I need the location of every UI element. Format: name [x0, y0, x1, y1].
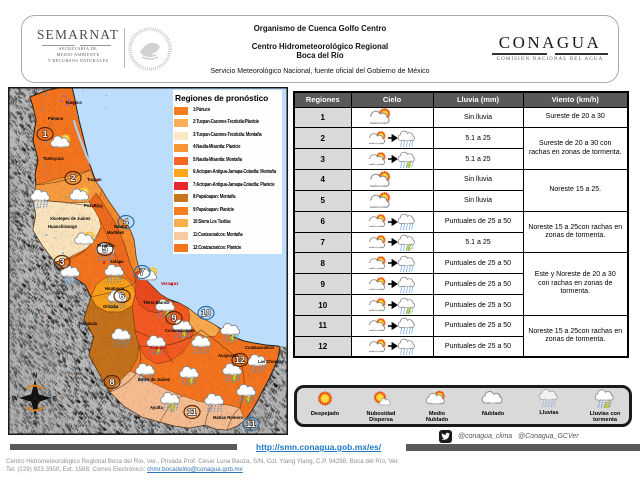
svg-text:Cosamaloapan: Cosamaloapan: [165, 328, 195, 333]
svg-text:Tuxtepec: Tuxtepec: [149, 345, 168, 350]
svg-text:Tantoyuca: Tantoyuca: [43, 156, 64, 161]
svg-text:Teziutlán: Teziutlán: [97, 243, 115, 248]
svg-text:1: 1: [42, 129, 47, 139]
svg-text:Ayutla: Ayutla: [150, 405, 163, 410]
svg-text:9: 9: [171, 313, 176, 323]
svg-text:S: S: [33, 419, 37, 426]
svg-text:6: 6: [119, 291, 124, 301]
svg-text:Belén de Juárez: Belén de Juárez: [138, 377, 170, 382]
svg-text:7: 7: [139, 267, 144, 277]
svg-text:2: 2: [70, 173, 75, 183]
svg-text:Xalapa: Xalapa: [110, 259, 124, 264]
svg-text:Huauchinango: Huauchinango: [48, 224, 78, 229]
svg-text:Martínez: Martínez: [107, 230, 124, 235]
svg-text:E: E: [53, 396, 57, 403]
svg-text:Tierra Blanca: Tierra Blanca: [143, 300, 170, 305]
svg-text:Acayucan: Acayucan: [218, 353, 238, 358]
svg-text:8: 8: [109, 377, 114, 387]
svg-text:11: 11: [246, 419, 256, 429]
svg-text:Xicotepec de Juárez: Xicotepec de Juárez: [50, 216, 90, 221]
svg-text:11: 11: [187, 407, 197, 417]
svg-text:Tehuacán: Tehuacán: [78, 321, 98, 326]
svg-text:4: 4: [123, 217, 128, 227]
svg-text:Pánuco: Pánuco: [48, 116, 64, 121]
svg-text:Tuxpan: Tuxpan: [87, 177, 102, 182]
svg-text:Nautla: Nautla: [114, 224, 127, 229]
svg-text:W: W: [12, 396, 18, 403]
svg-text:N: N: [33, 372, 38, 379]
svg-text:Matías Romero: Matías Romero: [213, 415, 243, 420]
svg-text:10: 10: [201, 308, 211, 318]
svg-text:Huatusco: Huatusco: [105, 286, 125, 291]
svg-text:3: 3: [59, 257, 64, 267]
svg-text:Orizaba: Orizaba: [103, 304, 119, 309]
svg-text:12: 12: [235, 355, 245, 365]
svg-text:Coatzacoalcos: Coatzacoalcos: [245, 345, 275, 350]
svg-text:Las Choapas: Las Choapas: [258, 359, 285, 364]
svg-text:Veracruz: Veracruz: [161, 281, 178, 286]
svg-text:5: 5: [102, 244, 107, 254]
